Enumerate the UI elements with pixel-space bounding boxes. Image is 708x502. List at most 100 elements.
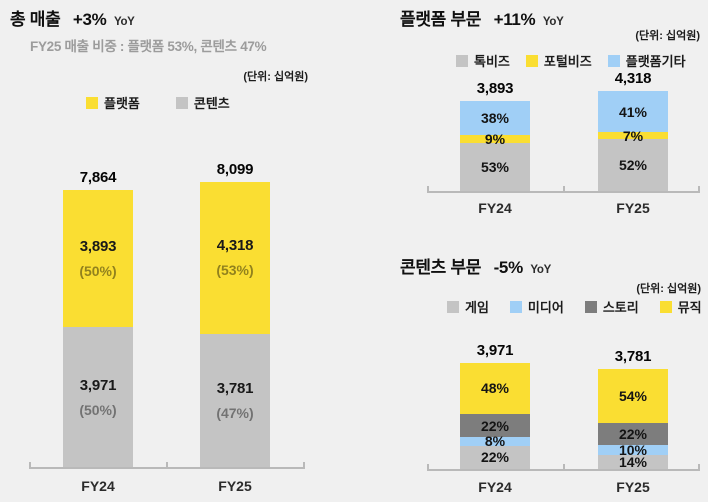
legend-swatch [447, 300, 459, 313]
segment-game: 22% [460, 445, 530, 469]
chart-title: 총 매출 +3% YoY [10, 5, 135, 30]
segment-share: 22% [480, 417, 510, 434]
segment-platform: 4,318 (53%) [200, 182, 270, 334]
axis-tick [562, 186, 565, 192]
category-label-fy24: FY24 [478, 479, 512, 495]
legend-label: 포털비즈 [543, 54, 592, 69]
segment-value: 3,893 [79, 238, 117, 256]
segment-share: 48% [480, 380, 510, 397]
legend-item-game: 게임 [447, 297, 489, 316]
axis-tick [698, 186, 700, 192]
yoy-label: YoY [113, 16, 135, 28]
chart-title: 콘텐츠 부문 -5% YoY [400, 253, 551, 278]
segment-share: 38% [480, 110, 510, 127]
segment-platform-other: 41% [598, 91, 668, 132]
axis-tick [562, 464, 565, 470]
legend-swatch [509, 300, 522, 313]
segment-share: 7% [622, 127, 644, 144]
legend-item-talkbiz: 톡비즈 [456, 51, 510, 70]
bar-total-value: 3,971 [476, 342, 514, 359]
segment-content: 3,781 (47%) [200, 333, 270, 467]
chart-delta: +11% [493, 10, 536, 29]
segment-share: 9% [484, 131, 506, 148]
legend: 톡비즈 포털비즈 플랫폼기타 [456, 51, 686, 70]
legend-item-story: 스토리 [584, 297, 639, 316]
yoy-label: YoY [530, 264, 551, 276]
chart-subtitle: FY25 매출 비중 : 플랫폼 53%, 콘텐츠 47% [30, 39, 267, 54]
legend-label: 콘텐츠 [193, 96, 230, 111]
chart-title: 플랫폼 부문 +11% YoY [400, 5, 564, 30]
legend-swatch [607, 54, 620, 67]
legend-swatch [86, 96, 98, 109]
segment-platform: 3,893 (50%) [63, 190, 133, 328]
legend-swatch [456, 54, 468, 67]
chart-title-text: 플랫폼 부문 [400, 10, 482, 29]
segment-story: 22% [460, 413, 530, 438]
segment-music: 48% [460, 363, 530, 414]
segment-portalbiz: 9% [460, 131, 530, 148]
x-axis [427, 464, 700, 471]
segment-share: (53%) [216, 262, 254, 279]
legend-item-portalbiz: 포털비즈 [525, 51, 592, 70]
axis-tick [427, 186, 429, 192]
category-label-fy25: FY25 [616, 479, 650, 495]
category-label-fy25: FY25 [218, 478, 252, 494]
legend-item-content: 콘텐츠 [175, 93, 230, 112]
segment-platform-other: 38% [460, 101, 530, 136]
legend: 플랫폼 콘텐츠 [86, 93, 230, 112]
segment-share: (50%) [79, 401, 117, 418]
legend-item-media: 미디어 [509, 297, 564, 316]
x-axis [29, 462, 305, 469]
legend-swatch [659, 300, 672, 313]
legend-swatch [175, 96, 188, 109]
legend: 게임 미디어 스토리 뮤직 [447, 297, 702, 316]
segment-music: 54% [598, 369, 668, 423]
bar-fy24: 3,971 48% 22% 8% 22% [460, 342, 530, 469]
bar-fy25: 3,781 54% 22% 10% 14% [598, 348, 668, 469]
segment-media: 10% [598, 443, 668, 457]
segment-share: (50%) [79, 263, 117, 280]
legend-label: 스토리 [602, 300, 639, 315]
chart-title-text: 총 매출 [10, 10, 61, 29]
chart-title-text: 콘텐츠 부문 [400, 258, 482, 277]
segment-share: 22% [618, 426, 648, 442]
segment-portalbiz: 7% [598, 129, 668, 143]
legend-item-platform: 플랫폼 [86, 93, 140, 112]
segment-media: 8% [460, 433, 530, 450]
legend-label: 게임 [465, 300, 489, 315]
segment-share: 8% [484, 433, 506, 450]
axis-tick [29, 462, 31, 468]
bar-total-value: 3,781 [614, 348, 652, 365]
bar-fy24: 7,864 3,893 (50%) 3,971 (50%) [63, 169, 133, 467]
legend-item-music: 뮤직 [659, 297, 702, 316]
axis-tick [303, 462, 305, 468]
segment-game: 14% [598, 455, 668, 469]
segment-share: (47%) [216, 404, 254, 421]
bar-total-value: 8,099 [216, 161, 254, 178]
chart-delta: -5% [493, 258, 524, 277]
segment-value: 3,971 [79, 376, 117, 394]
segment-value: 3,781 [216, 379, 254, 397]
legend-label: 톡비즈 [474, 54, 510, 69]
bar-fy25: 4,318 41% 7% 52% [598, 70, 668, 191]
legend-label: 미디어 [527, 300, 564, 315]
unit-label: (단위: 십억원) [243, 71, 308, 83]
segment-share: 53% [480, 159, 510, 176]
bar-total-value: 4,318 [614, 70, 652, 87]
bar-fy25: 8,099 4,318 (53%) 3,781 (47%) [200, 161, 270, 467]
segment-story: 22% [598, 423, 668, 445]
segment-talkbiz: 52% [598, 139, 668, 191]
segment-share: 22% [480, 449, 510, 466]
bar-total-value: 7,864 [79, 169, 117, 186]
segment-value: 4,318 [216, 237, 254, 255]
axis-tick [698, 464, 700, 470]
category-label-fy24: FY24 [478, 200, 512, 216]
category-label-fy25: FY25 [616, 200, 650, 216]
unit-label: (단위: 십억원) [635, 30, 700, 42]
bar-total-value: 3,893 [476, 80, 514, 97]
chart-delta: +3% [72, 10, 107, 29]
segment-share: 54% [618, 388, 648, 404]
axis-tick [427, 464, 429, 470]
bar-fy24: 3,893 38% 9% 53% [460, 80, 530, 191]
